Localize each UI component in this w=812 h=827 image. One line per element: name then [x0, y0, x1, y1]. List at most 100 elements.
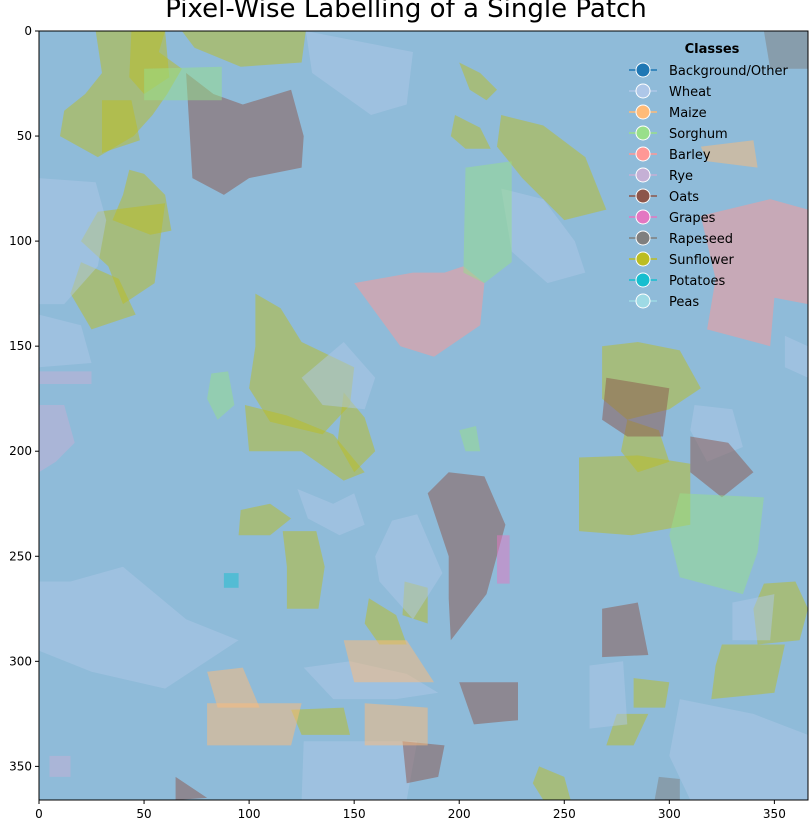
x-tick-label: 100	[238, 807, 261, 821]
field-sorghum	[207, 371, 235, 420]
legend-label: Oats	[669, 190, 699, 205]
field-oats	[402, 741, 445, 784]
field-wheat	[784, 335, 808, 378]
field-sunflower	[238, 503, 292, 536]
legend-label: Sorghum	[669, 127, 728, 142]
field-sunflower	[181, 31, 306, 67]
field-sorghum	[669, 493, 764, 595]
field-sunflower	[70, 262, 136, 330]
legend-marker	[635, 188, 651, 204]
field-sunflower	[450, 115, 491, 149]
field-rye	[39, 405, 75, 473]
legend-label: Rapeseed	[669, 232, 733, 247]
field-wheat	[301, 342, 376, 410]
y-tick-label: 350	[9, 759, 32, 773]
y-tick-label: 50	[17, 129, 32, 143]
field-rye	[49, 755, 71, 777]
field-wheat	[501, 188, 586, 284]
field-oats	[602, 377, 670, 437]
legend-marker	[635, 146, 651, 162]
field-maize	[207, 703, 302, 746]
field-barley	[354, 266, 485, 357]
field-maize	[207, 667, 260, 708]
field-maize	[700, 140, 758, 168]
x-tick-label: 350	[763, 807, 786, 821]
legend-marker	[635, 125, 651, 141]
field-wheat	[39, 566, 239, 689]
field-sunflower	[282, 531, 325, 609]
y-tick-label: 200	[9, 444, 32, 458]
field-oats	[602, 602, 649, 658]
legend-label: Potatoes	[669, 274, 725, 289]
field-sorghum	[463, 161, 512, 284]
field-wheat	[39, 314, 92, 368]
field-sunflower	[579, 455, 691, 536]
field-barley	[700, 199, 808, 347]
x-tick-label: 50	[136, 807, 151, 821]
field-sorghum	[459, 426, 481, 452]
legend-label: Wheat	[669, 85, 711, 100]
x-tick-label: 0	[35, 807, 43, 821]
field-wheat	[669, 699, 808, 800]
field-sunflower	[337, 392, 376, 473]
legend-marker	[635, 167, 651, 183]
field-oats	[690, 436, 754, 498]
field-sunflower	[497, 115, 607, 221]
field-sunflower	[364, 598, 407, 645]
legend-label: Background/Other	[669, 64, 789, 79]
field-sunflower	[459, 62, 497, 101]
legend-marker	[635, 62, 651, 78]
field-oats	[186, 73, 304, 195]
field-wheat	[732, 594, 775, 641]
field-oats	[175, 776, 208, 800]
field-oats	[427, 472, 506, 641]
x-tick-label: 250	[553, 807, 576, 821]
legend-marker	[635, 272, 651, 288]
legend-label: Rye	[669, 169, 693, 184]
y-tick-label: 300	[9, 654, 32, 668]
legend-label: Grapes	[669, 211, 716, 226]
legend-label: Peas	[669, 295, 699, 310]
legend-marker	[635, 293, 651, 309]
field-sunflower	[532, 766, 571, 800]
y-tick-label: 100	[9, 234, 32, 248]
y-tick-label: 150	[9, 339, 32, 353]
field-sunflower	[102, 100, 140, 153]
field-oats	[459, 682, 518, 725]
y-tick-label: 250	[9, 549, 32, 563]
field-sunflower	[711, 644, 785, 700]
legend-marker	[635, 104, 651, 120]
legend-label: Barley	[669, 148, 711, 163]
field-sunflower	[633, 678, 670, 708]
field-wheat	[297, 489, 365, 536]
legend-label: Maize	[669, 106, 707, 121]
field-maize	[343, 640, 434, 683]
field-wheat	[375, 514, 443, 620]
plot-frame	[38, 30, 809, 801]
field-grapes	[497, 535, 510, 584]
field-sorghum	[144, 66, 222, 101]
legend-marker	[635, 83, 651, 99]
legend-marker	[635, 209, 651, 225]
field-maize	[364, 703, 428, 746]
field-sunflower	[244, 405, 365, 481]
field-potatoes	[223, 573, 239, 588]
field-rapeseed	[763, 31, 808, 69]
legend-marker	[635, 251, 651, 267]
x-tick-label: 300	[658, 807, 681, 821]
y-tick-label: 0	[24, 24, 32, 38]
field-wheat	[589, 661, 628, 729]
chart-title: Pixel-Wise Labelling of a Single Patch	[165, 0, 647, 24]
legend-marker	[635, 230, 651, 246]
x-tick-label: 150	[343, 807, 366, 821]
legend-title: Classes	[685, 42, 740, 57]
field-wheat	[39, 178, 107, 305]
field-sunflower	[291, 707, 350, 735]
field-wheat	[301, 741, 418, 800]
legend-label: Sunflower	[669, 253, 735, 268]
field-wheat	[305, 31, 413, 115]
x-tick-label: 200	[448, 807, 471, 821]
field-rye	[39, 371, 92, 384]
field-rapeseed	[654, 776, 680, 800]
